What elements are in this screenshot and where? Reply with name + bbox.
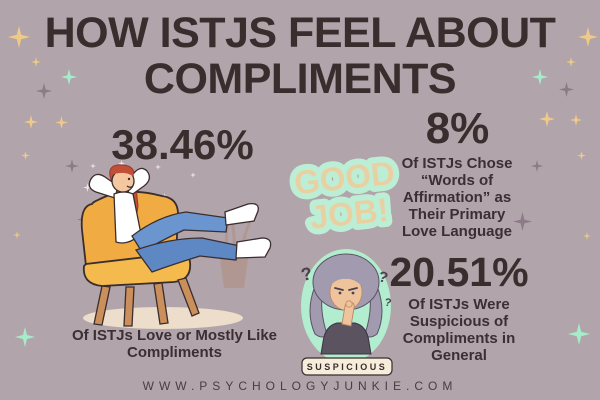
sparkle-icon <box>83 183 92 192</box>
sparkle-icon <box>539 111 555 127</box>
sparkle-icon <box>90 163 96 169</box>
good-job-line2: JOB! <box>308 191 390 236</box>
sparkle-icon <box>31 57 41 67</box>
relaxing-person <box>88 164 151 244</box>
stat-suspicious-value: 20.51% <box>389 249 529 295</box>
suspicious-label-box <box>301 357 393 376</box>
sparkle-icon <box>566 57 576 67</box>
page-title-line1: HOW ISTJS FEEL ABOUT <box>44 9 556 57</box>
sparkle-icon <box>570 114 582 126</box>
relaxing-woman-illustration <box>80 164 272 329</box>
page-title: HOW ISTJS FEEL ABOUT COMPLIMENTS <box>0 10 600 102</box>
question-mark-icon: ? <box>299 263 314 285</box>
sparkle-icon <box>190 172 196 178</box>
suspicious-person <box>309 253 383 355</box>
stat-words-caption: Of ISTJs Chose “Words of Affirmation” as… <box>401 155 513 240</box>
good-job-sticker: GOOD JOB! <box>286 148 402 242</box>
sparkle-icon <box>24 115 38 129</box>
stat-love-value: 38.46% <box>111 121 254 168</box>
question-mark-icon: ? <box>384 297 393 310</box>
sparkle-icon <box>577 151 586 160</box>
sparkle-icon <box>21 151 30 160</box>
sparkle-icon <box>568 323 590 345</box>
sparkle-icon <box>13 231 21 239</box>
sparkle-icon <box>55 116 68 129</box>
suspicious-label: SUSPICIOUS <box>307 362 388 372</box>
suspicious-woman-sticker: ? ? ? SUSPICIOUS <box>299 249 393 376</box>
page-title-line2: COMPLIMENTS <box>143 55 457 103</box>
sparkle-icon <box>583 232 591 240</box>
person-legs <box>131 203 272 273</box>
sparkle-icon <box>15 327 35 347</box>
stat-love-caption: Of ISTJs Love or Mostly Like Compliments <box>71 327 278 361</box>
website-footer: WWW.PSYCHOLOGYJUNKIE.COM <box>142 379 458 393</box>
sparkle-icon <box>118 160 125 167</box>
armchair-legs <box>93 277 200 327</box>
question-mark-icon: ? <box>377 268 390 287</box>
sparkle-icon <box>531 160 543 172</box>
stat-words-value: 8% <box>425 104 490 153</box>
sparkle-icon <box>155 164 161 170</box>
stat-suspicious-caption: Of ISTJs Were Suspicious of Compliments … <box>402 296 516 364</box>
sparkle-icon <box>65 159 79 173</box>
